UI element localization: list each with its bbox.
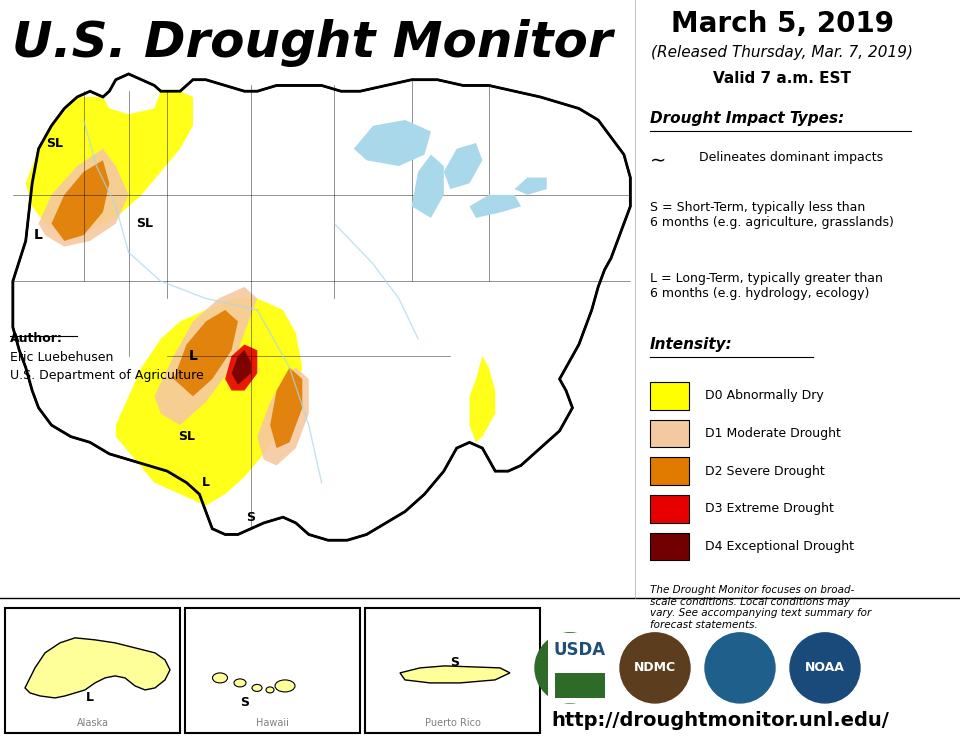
Bar	[365, 608, 540, 733]
Bar	[5, 608, 180, 733]
Polygon shape	[469, 195, 521, 218]
Text: Delineates dominant impacts: Delineates dominant impacts	[699, 151, 883, 164]
Polygon shape	[25, 638, 170, 698]
Polygon shape	[26, 92, 193, 235]
Polygon shape	[354, 120, 431, 166]
Polygon shape	[257, 368, 309, 466]
Circle shape	[790, 633, 860, 703]
Text: Eric Luebehusen: Eric Luebehusen	[10, 351, 113, 364]
Ellipse shape	[275, 680, 295, 692]
FancyBboxPatch shape	[650, 420, 689, 447]
Text: S: S	[450, 656, 460, 669]
Text: ∼: ∼	[650, 151, 666, 170]
Circle shape	[535, 633, 605, 703]
Polygon shape	[400, 666, 510, 683]
Polygon shape	[38, 149, 129, 246]
Text: The Drought Monitor focuses on broad-
scale conditions. Local conditions may
var: The Drought Monitor focuses on broad- sc…	[650, 585, 871, 630]
Text: SL: SL	[178, 430, 195, 443]
Bar	[185, 608, 360, 733]
FancyBboxPatch shape	[650, 458, 689, 485]
Text: Hawaii: Hawaii	[256, 718, 289, 728]
Bar	[548, 633, 613, 703]
Text: S: S	[247, 511, 255, 524]
Text: SL: SL	[136, 217, 154, 230]
Polygon shape	[174, 310, 238, 396]
FancyBboxPatch shape	[650, 533, 689, 560]
Polygon shape	[225, 345, 257, 390]
Text: http://droughtmonitor.unl.edu/: http://droughtmonitor.unl.edu/	[551, 711, 889, 730]
Polygon shape	[515, 178, 547, 195]
Text: Author:: Author:	[10, 332, 62, 345]
Polygon shape	[52, 160, 109, 241]
Text: NOAA: NOAA	[805, 661, 845, 675]
Text: USDA: USDA	[554, 641, 606, 659]
Text: March 5, 2019: March 5, 2019	[671, 10, 894, 38]
Text: S = Short-Term, typically less than
6 months (e.g. agriculture, grasslands): S = Short-Term, typically less than 6 mo…	[650, 201, 894, 230]
Polygon shape	[469, 356, 495, 442]
Text: L: L	[188, 349, 198, 363]
Text: D1 Moderate Drought: D1 Moderate Drought	[706, 427, 841, 440]
Text: USDA: USDA	[551, 661, 589, 675]
FancyBboxPatch shape	[650, 495, 689, 523]
Text: SL: SL	[46, 137, 63, 150]
Text: Alaska: Alaska	[77, 718, 108, 728]
Ellipse shape	[212, 673, 228, 683]
Text: Valid 7 a.m. EST: Valid 7 a.m. EST	[713, 71, 852, 86]
Ellipse shape	[234, 679, 246, 687]
Text: S: S	[241, 697, 250, 709]
Text: NDMC: NDMC	[634, 661, 676, 675]
Ellipse shape	[252, 684, 262, 692]
Polygon shape	[231, 351, 251, 384]
Polygon shape	[444, 143, 483, 189]
Text: U.S. Drought Monitor: U.S. Drought Monitor	[12, 19, 612, 67]
Polygon shape	[116, 298, 302, 506]
Circle shape	[620, 633, 690, 703]
Polygon shape	[412, 154, 444, 218]
Text: Puerto Rico: Puerto Rico	[424, 718, 480, 728]
Text: Intensity:: Intensity:	[650, 337, 732, 352]
Text: D4 Exceptional Drought: D4 Exceptional Drought	[706, 539, 854, 553]
FancyBboxPatch shape	[650, 382, 689, 410]
Text: D3 Extreme Drought: D3 Extreme Drought	[706, 502, 834, 515]
Text: (Released Thursday, Mar. 7, 2019): (Released Thursday, Mar. 7, 2019)	[652, 45, 913, 61]
Text: D0 Abnormally Dry: D0 Abnormally Dry	[706, 389, 824, 402]
Polygon shape	[155, 287, 257, 425]
Bar	[555, 673, 605, 698]
Circle shape	[705, 633, 775, 703]
Text: D2 Severe Drought: D2 Severe Drought	[706, 464, 826, 477]
Text: L = Long-Term, typically greater than
6 months (e.g. hydrology, ecology): L = Long-Term, typically greater than 6 …	[650, 272, 883, 300]
Text: L: L	[35, 228, 43, 242]
Text: L: L	[202, 476, 210, 489]
Polygon shape	[270, 368, 302, 448]
Text: U.S. Department of Agriculture: U.S. Department of Agriculture	[10, 369, 204, 382]
Ellipse shape	[266, 687, 274, 693]
Polygon shape	[12, 74, 631, 540]
Text: L: L	[86, 692, 94, 705]
Text: Drought Impact Types:: Drought Impact Types:	[650, 111, 844, 126]
